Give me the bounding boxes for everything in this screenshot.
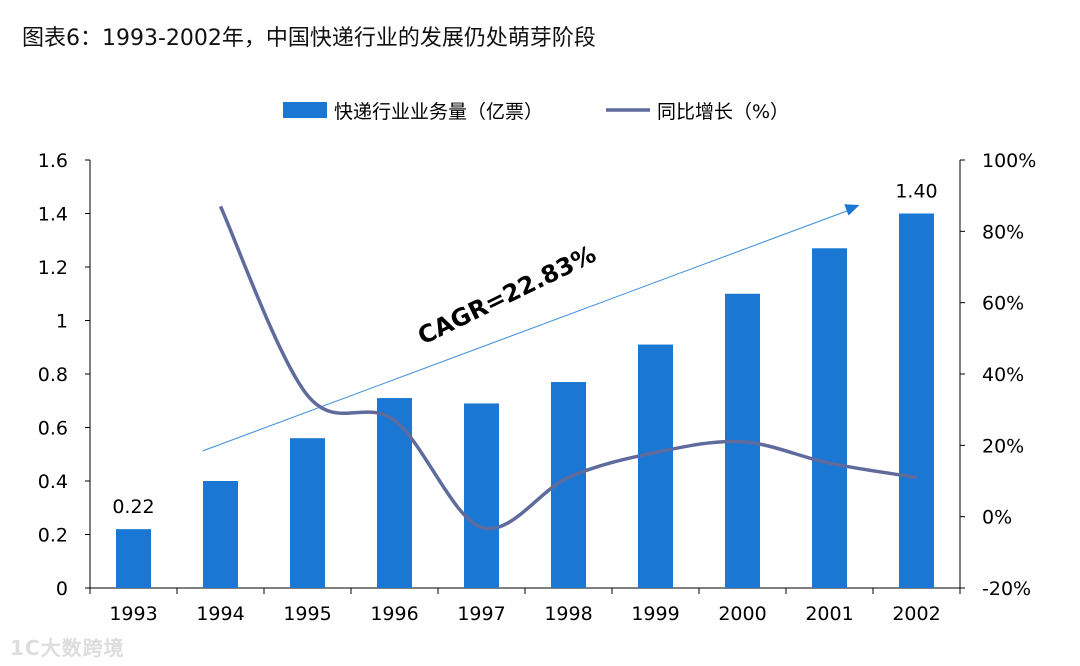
bar-1994 (203, 481, 238, 588)
left-tick-label: 1.6 (38, 150, 68, 172)
data-label: 1.40 (895, 181, 937, 203)
x-tick-label: 2000 (718, 603, 766, 625)
x-tick-label: 1998 (544, 603, 592, 625)
left-tick-label: 0.2 (38, 525, 68, 547)
left-tick-label: 0.4 (38, 471, 68, 493)
x-tick-label: 1996 (370, 603, 418, 625)
right-tick-label: 100% (982, 150, 1036, 172)
x-tick-label: 2001 (805, 603, 853, 625)
bar-2002 (899, 213, 934, 588)
trend-arrow-head (844, 204, 860, 216)
right-tick-label: 0% (982, 507, 1012, 529)
left-tick-label: 1 (56, 311, 68, 333)
watermark-logo: 1C大数跨境 (10, 636, 125, 660)
right-tick-label: 60% (982, 293, 1024, 315)
left-tick-label: 1.2 (38, 257, 68, 279)
legend-bar-swatch (283, 102, 327, 118)
cagr-annotation: CAGR=22.83% (413, 240, 600, 350)
right-tick-label: -20% (982, 578, 1031, 600)
x-tick-label: 1999 (631, 603, 679, 625)
left-tick-label: 1.4 (38, 204, 68, 226)
bar-1993 (116, 529, 151, 588)
right-tick-label: 20% (982, 435, 1024, 457)
left-tick-label: 0.8 (38, 364, 68, 386)
bar-2001 (812, 248, 847, 588)
data-label: 0.22 (112, 496, 154, 518)
bar-1995 (290, 438, 325, 588)
chart-title: 图表6：1993-2002年，中国快递行业的发展仍处萌芽阶段 (22, 26, 596, 51)
bar-1996 (377, 398, 412, 588)
bar-1999 (638, 344, 673, 588)
left-tick-label: 0 (56, 578, 68, 600)
bar-1997 (464, 403, 499, 588)
legend-line-label: 同比增长（%） (657, 101, 789, 123)
growth-line (218, 205, 917, 531)
x-tick-label: 1997 (457, 603, 505, 625)
x-tick-label: 2002 (892, 603, 940, 625)
x-tick-label: 1993 (109, 603, 157, 625)
right-tick-label: 40% (982, 364, 1024, 386)
trend-arrow-line (202, 209, 850, 452)
x-tick-label: 1994 (196, 603, 244, 625)
x-tick-label: 1995 (283, 603, 331, 625)
right-tick-label: 80% (982, 221, 1024, 243)
legend-bar-label: 快递行业业务量（亿票） (334, 101, 543, 123)
left-tick-label: 0.6 (38, 418, 68, 440)
